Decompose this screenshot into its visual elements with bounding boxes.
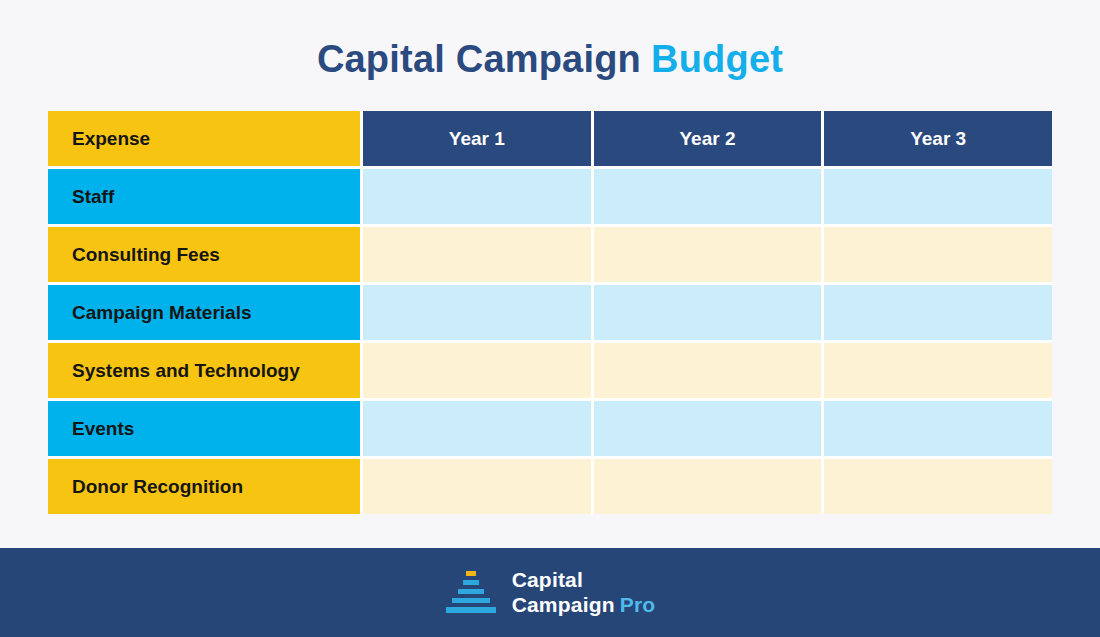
brand-line2-wrap: CampaignPro (512, 593, 656, 617)
budget-value-cell (594, 227, 822, 282)
title-accent: Budget (651, 38, 783, 80)
column-header-year-2: Year 2 (594, 111, 822, 166)
column-header-expense: Expense (48, 111, 360, 166)
budget-value-cell (594, 401, 822, 456)
expense-row-label: Systems and Technology (48, 343, 360, 398)
brand-logo: Capital CampaignPro (445, 568, 656, 616)
budget-value-cell (594, 343, 822, 398)
budget-value-cell (594, 285, 822, 340)
stacked-bars-pyramid-icon (445, 571, 497, 615)
budget-value-cell (363, 227, 591, 282)
expense-row-label: Consulting Fees (48, 227, 360, 282)
title-primary: Capital Campaign (317, 38, 641, 80)
budget-value-cell (363, 169, 591, 224)
brand-text: Capital CampaignPro (512, 568, 656, 616)
budget-table: Expense Year 1Year 2Year 3 StaffConsultin… (48, 111, 1052, 514)
budget-value-cell (363, 343, 591, 398)
budget-value-cell (363, 401, 591, 456)
column-header-year-1: Year 1 (363, 111, 591, 166)
expense-row-label: Staff (48, 169, 360, 224)
expense-row-label: Events (48, 401, 360, 456)
budget-value-cell (824, 401, 1052, 456)
budget-value-cell (824, 227, 1052, 282)
budget-value-cell (824, 459, 1052, 514)
footer: Capital CampaignPro (0, 548, 1100, 637)
brand-line1: Capital (512, 568, 656, 592)
budget-value-cell (824, 169, 1052, 224)
brand-suffix: Pro (620, 593, 656, 616)
brand-line2: Campaign (512, 593, 615, 616)
column-header-year-3: Year 3 (824, 111, 1052, 166)
budget-value-cell (594, 169, 822, 224)
budget-value-cell (363, 459, 591, 514)
budget-value-cell (594, 459, 822, 514)
budget-value-cell (824, 343, 1052, 398)
budget-value-cell (824, 285, 1052, 340)
page-title: Capital CampaignBudget (0, 38, 1100, 81)
expense-row-label: Campaign Materials (48, 285, 360, 340)
budget-value-cell (363, 285, 591, 340)
expense-row-label: Donor Recognition (48, 459, 360, 514)
